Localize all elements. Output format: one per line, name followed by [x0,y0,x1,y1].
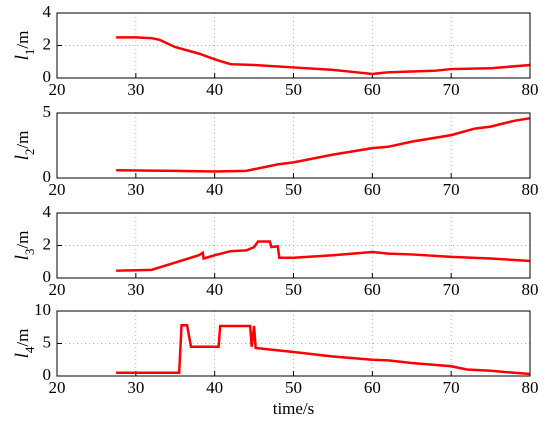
data-line [116,324,531,376]
data-line [116,36,531,76]
x-tick-label: 80 [522,280,539,299]
y-tick-label: 0 [43,267,52,286]
y-label-base: l [12,255,33,260]
x-axis-label: time/s [273,399,315,418]
x-tick-label: 70 [443,378,460,397]
x-tick-label: 20 [49,378,66,397]
y-label-sub: 2 [22,149,37,156]
y-axis-label: l4/m [12,329,37,359]
x-tick-label: 60 [364,378,381,397]
y-label-sub: 1 [22,49,37,56]
x-tick-label: 20 [49,180,66,199]
data-line [116,240,531,272]
x-tick-label: 50 [285,180,302,199]
y-tick-label: 0 [43,67,52,86]
y-label-base: l [12,55,33,60]
x-tick-label: 70 [443,280,460,299]
x-tick-label: 50 [285,80,302,99]
y-label-unit: /m [13,131,32,149]
x-tick-label: 30 [127,180,144,199]
x-tick-label: 60 [364,280,381,299]
data-line [116,116,531,173]
x-tick-label: 50 [285,378,302,397]
x-tick-label: 80 [522,80,539,99]
y-tick-label: 4 [43,2,52,21]
y-tick-label: 10 [34,300,51,319]
x-tick-label: 40 [206,80,223,99]
y-label-unit: /m [13,31,32,49]
x-tick-label: 80 [522,180,539,199]
y-axis-label: l1/m [12,31,37,61]
y-label-sub: 3 [22,249,37,256]
plot-frame [56,112,531,179]
x-tick-label: 30 [127,378,144,397]
y-tick-label: 5 [43,102,52,121]
x-tick-label: 40 [206,280,223,299]
y-tick-label: 2 [43,34,52,53]
x-tick-label: 40 [206,378,223,397]
y-tick-label: 0 [43,167,52,186]
x-tick-label: 60 [364,180,381,199]
x-tick-label: 70 [443,80,460,99]
x-tick-label: 40 [206,180,223,199]
plot-frame [56,310,531,377]
x-tick-label: 60 [364,80,381,99]
y-label-unit: /m [13,231,32,249]
plot-frame [56,12,531,79]
x-tick-label: 20 [49,280,66,299]
y-tick-label: 4 [43,202,52,221]
plot-frame [56,212,531,279]
y-tick-label: 5 [43,332,52,351]
y-label-base: l [12,353,33,358]
y-tick-label: 2 [43,234,52,253]
y-axis-label: l2/m [12,131,37,161]
x-tick-label: 20 [49,80,66,99]
x-tick-label: 50 [285,280,302,299]
x-tick-label: 30 [127,280,144,299]
y-label-unit: /m [13,329,32,347]
y-tick-label: 0 [43,365,52,384]
y-label-base: l [12,155,33,160]
x-tick-label: 30 [127,80,144,99]
x-tick-label: 70 [443,180,460,199]
y-label-sub: 4 [22,346,37,353]
x-tick-label: 80 [522,378,539,397]
y-axis-label: l3/m [12,231,37,261]
